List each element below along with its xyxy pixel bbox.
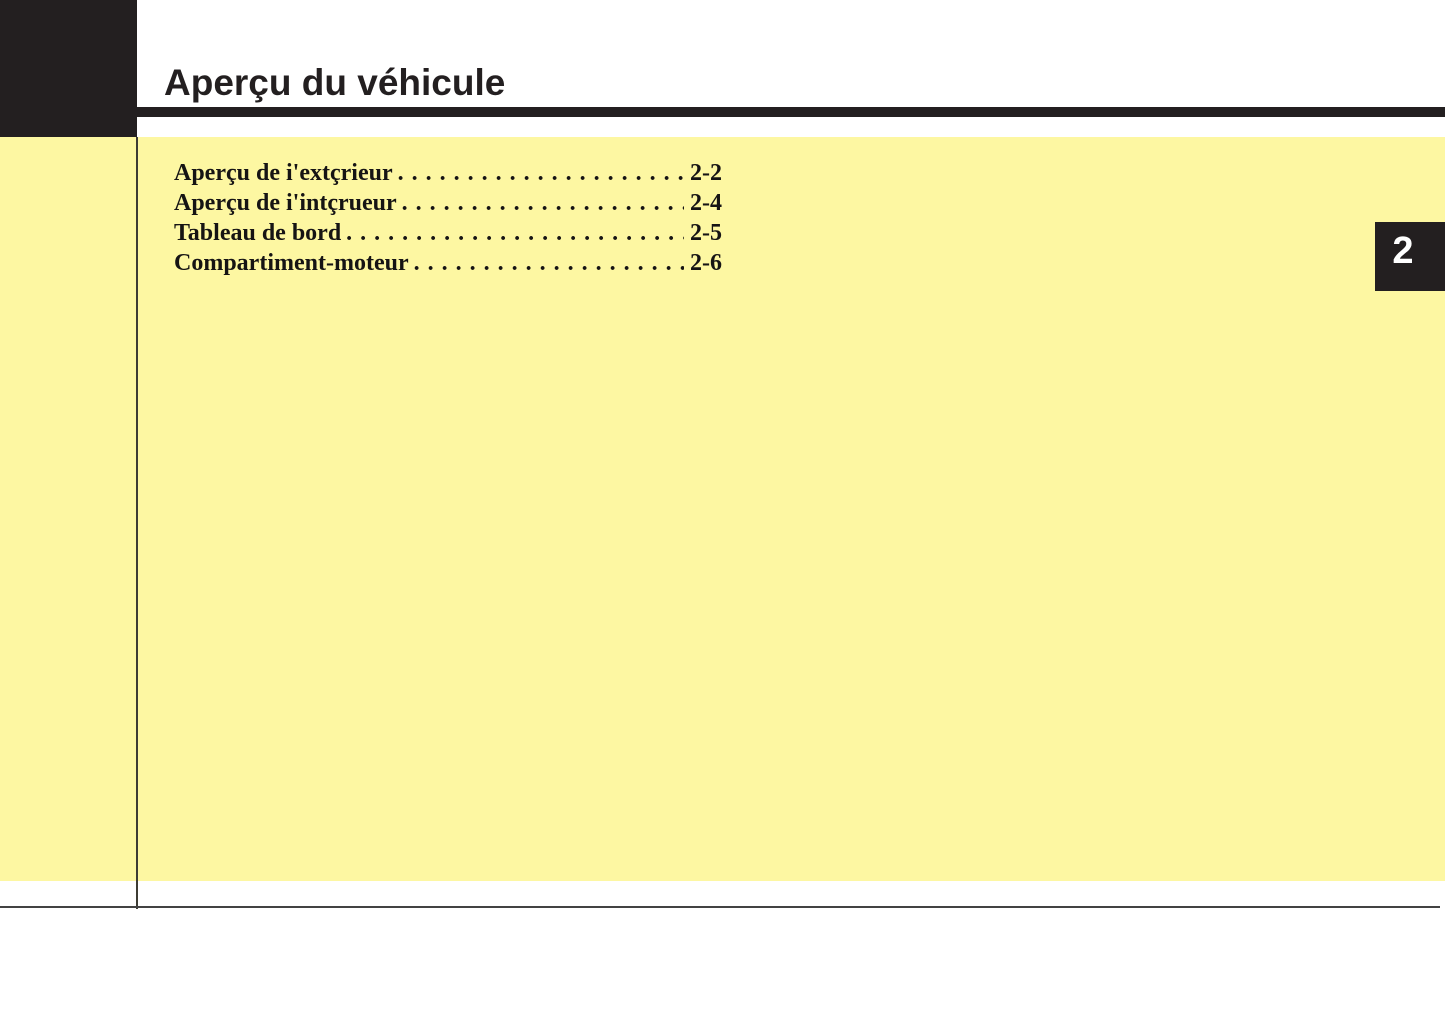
toc-entry-page: 2-5 xyxy=(690,220,722,246)
toc-entry-page: 2-6 xyxy=(690,250,722,276)
toc-entry-label: Tableau de bord xyxy=(174,220,342,246)
chapter-tab: 2 xyxy=(1375,222,1445,291)
toc-entry-page: 2-4 xyxy=(690,190,722,216)
toc-entry-label: Compartiment-moteur xyxy=(174,250,409,276)
toc-leader-dots: . . . . . . . . . . . . . . . . . . . . … xyxy=(401,190,684,216)
toc-leader-dots: . . . . . . . . . . . . . . . . . . . . … xyxy=(346,220,684,246)
toc-leader-dots: . . . . . . . . . . . . . . . . . . . . … xyxy=(413,250,684,276)
column-divider xyxy=(136,137,138,909)
toc-entry: Compartiment-moteur . . . . . . . . . . … xyxy=(174,248,722,278)
title-rule xyxy=(137,107,1445,117)
toc-list: Aperçu de i'extçrieur . . . . . . . . . … xyxy=(174,158,722,278)
toc-entry: Tableau de bord . . . . . . . . . . . . … xyxy=(174,218,722,248)
footer-rule xyxy=(0,906,1440,908)
toc-entry-label: Aperçu de i'extçrieur xyxy=(174,160,393,186)
toc-entry: Aperçu de i'intçrueur . . . . . . . . . … xyxy=(174,188,722,218)
toc-entry-label: Aperçu de i'intçrueur xyxy=(174,190,397,216)
corner-block xyxy=(0,0,137,137)
toc-panel xyxy=(0,137,1445,881)
toc-entry-page: 2-2 xyxy=(690,160,722,186)
toc-entry: Aperçu de i'extçrieur . . . . . . . . . … xyxy=(174,158,722,188)
toc-leader-dots: . . . . . . . . . . . . . . . . . . . . … xyxy=(397,160,684,186)
chapter-title: Aperçu du véhicule xyxy=(164,62,506,103)
chapter-tab-number: 2 xyxy=(1392,229,1414,272)
